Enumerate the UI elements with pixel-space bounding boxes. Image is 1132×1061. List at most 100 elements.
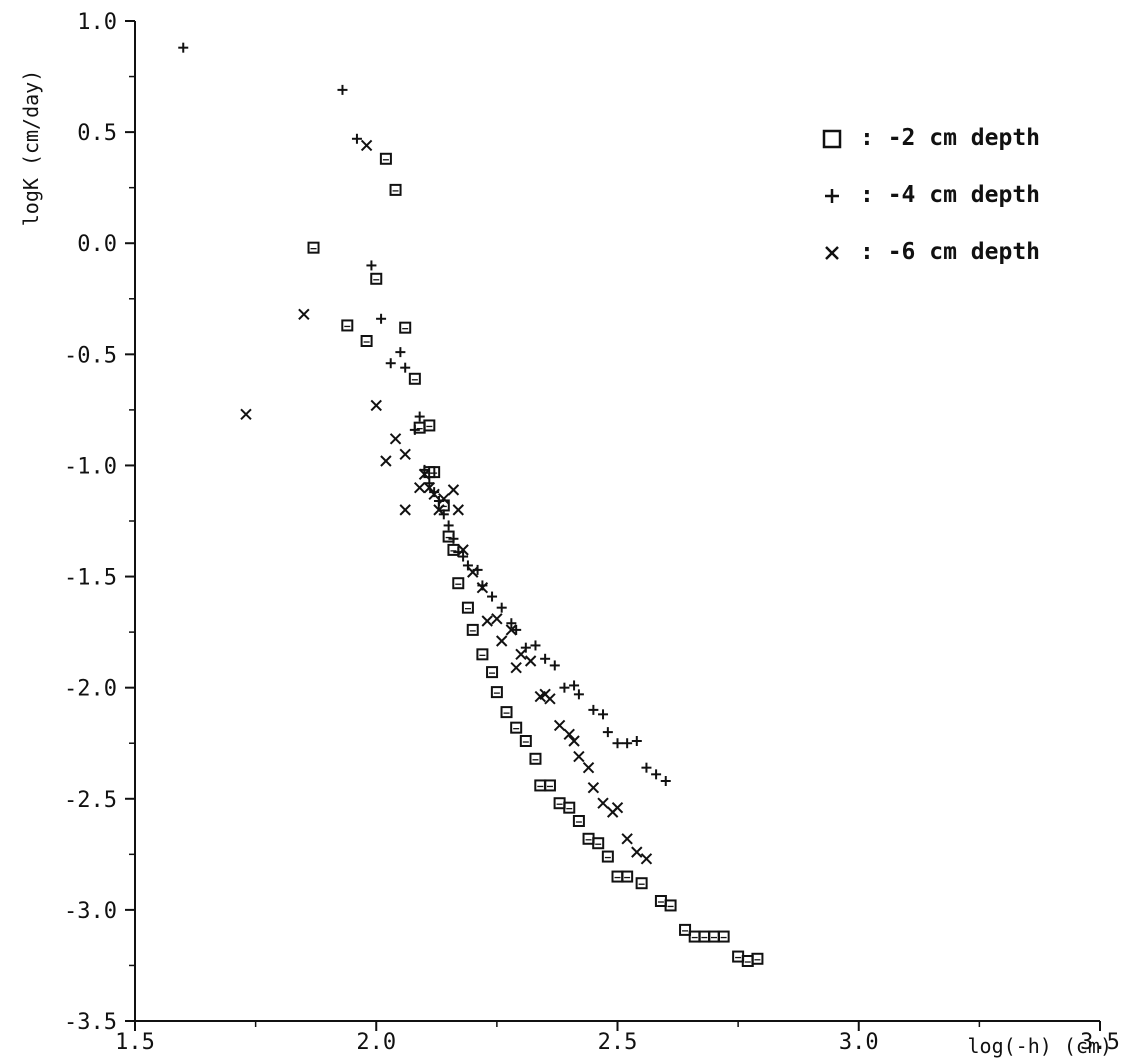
y-tick-label: -0.5 bbox=[64, 343, 117, 368]
data-point-plus bbox=[549, 660, 560, 671]
data-point-plus bbox=[588, 704, 599, 715]
data-point-plus bbox=[458, 551, 469, 562]
data-point-x bbox=[423, 481, 436, 494]
data-point-x bbox=[510, 661, 522, 674]
x-axis-title: log(-h) (cm) bbox=[968, 1034, 1113, 1058]
data-point-plus bbox=[559, 682, 570, 693]
data-point-x bbox=[631, 846, 643, 858]
legend-x-marker bbox=[825, 246, 839, 260]
data-point-x bbox=[380, 455, 392, 467]
legend-plus-marker bbox=[825, 189, 839, 203]
data-point-x bbox=[481, 615, 493, 627]
data-point-square bbox=[519, 735, 532, 747]
data-point-square bbox=[698, 930, 711, 943]
data-point-square bbox=[360, 335, 373, 347]
data-point-square bbox=[582, 832, 595, 845]
data-point-x bbox=[515, 648, 527, 661]
data-point-x bbox=[553, 719, 566, 732]
data-point-plus bbox=[540, 653, 551, 664]
data-point-plus bbox=[385, 358, 396, 369]
data-point-plus bbox=[602, 727, 613, 738]
data-point-x bbox=[457, 544, 469, 556]
x-tick-label: 3.5 bbox=[1080, 1030, 1120, 1055]
data-point-plus bbox=[448, 533, 459, 544]
data-point-x bbox=[389, 433, 402, 445]
y-tick-label: -2.0 bbox=[64, 677, 117, 702]
data-point-plus bbox=[598, 709, 609, 720]
data-point-square bbox=[732, 950, 745, 963]
data-point-plus bbox=[612, 738, 623, 749]
data-point-x bbox=[370, 399, 382, 412]
data-point-square bbox=[708, 930, 720, 943]
legend-label: : -4 cm depth bbox=[860, 182, 1040, 208]
data-point-x bbox=[452, 504, 464, 516]
legend-item: : -4 cm depth bbox=[825, 182, 1040, 208]
x-tick-labels: 1.5 2.0 2.5 3.0 3.5 bbox=[115, 1030, 1120, 1055]
data-point-square bbox=[688, 930, 701, 943]
data-point-x bbox=[587, 781, 600, 794]
y-tick-label: -3.0 bbox=[64, 899, 117, 924]
data-point-square bbox=[307, 241, 320, 254]
data-point-x bbox=[438, 493, 450, 505]
data-point-square bbox=[389, 183, 402, 196]
data-point-plus bbox=[573, 689, 584, 700]
data-point-x bbox=[597, 797, 609, 809]
y-tick-labels: 1.0 0.5 0.0 -0.5 -1.0 -1.5 -2.0 -2.5 -3.0 -3.5 bbox=[64, 10, 117, 1035]
legend-label: : -6 cm depth bbox=[860, 239, 1040, 265]
x-tick-label: 2.0 bbox=[356, 1030, 396, 1055]
series-square bbox=[307, 152, 764, 967]
data-point-square bbox=[461, 601, 474, 614]
data-point-x bbox=[240, 408, 252, 421]
data-point-plus bbox=[462, 560, 473, 571]
y-ticks bbox=[125, 20, 135, 1022]
data-point-x bbox=[582, 761, 595, 774]
data-point-plus bbox=[631, 736, 642, 746]
y-tick-label: -1.5 bbox=[64, 566, 117, 591]
data-point-x bbox=[399, 504, 411, 516]
data-point-square bbox=[370, 272, 383, 285]
data-point-plus bbox=[366, 260, 377, 271]
data-point-square bbox=[592, 837, 605, 850]
data-point-square bbox=[408, 372, 421, 385]
y-tick-label: 1.0 bbox=[77, 10, 117, 35]
data-point-plus bbox=[376, 313, 387, 324]
data-point-x bbox=[505, 624, 518, 636]
data-point-plus bbox=[530, 640, 541, 651]
data-point-square bbox=[611, 870, 624, 883]
data-point-square bbox=[664, 899, 677, 912]
series-x bbox=[240, 139, 653, 865]
data-point-plus bbox=[496, 602, 507, 613]
data-point-square bbox=[442, 530, 455, 543]
y-tick-label: 0.0 bbox=[77, 232, 117, 257]
x-tick-label: 2.5 bbox=[598, 1030, 638, 1055]
data-point-x bbox=[495, 635, 508, 647]
legend: : -2 cm depth : -4 cm depth : -6 cm depth bbox=[822, 125, 1040, 265]
y-tick-label: -2.5 bbox=[64, 788, 117, 813]
data-point-square bbox=[543, 779, 556, 792]
data-point-square bbox=[476, 648, 489, 661]
data-point-square bbox=[486, 666, 499, 679]
data-point-plus bbox=[569, 680, 580, 691]
legend-item: : -6 cm depth bbox=[825, 239, 1040, 265]
y-tick-label: 0.5 bbox=[77, 121, 117, 146]
data-point-square bbox=[466, 623, 479, 636]
data-point-square bbox=[529, 752, 542, 765]
data-point-square bbox=[452, 577, 465, 590]
data-point-plus bbox=[400, 362, 411, 373]
data-point-x bbox=[298, 308, 310, 321]
data-point-x bbox=[563, 728, 575, 741]
legend-item: : -2 cm depth bbox=[822, 125, 1040, 151]
data-point-plus bbox=[651, 769, 662, 780]
data-point-x bbox=[611, 801, 624, 814]
y-tick-label: -1.0 bbox=[64, 454, 117, 479]
x-tick-label: 3.0 bbox=[839, 1030, 879, 1055]
data-point-plus bbox=[443, 520, 454, 531]
data-point-x bbox=[621, 833, 633, 845]
legend-label: : -2 cm depth bbox=[860, 125, 1040, 151]
y-axis-title: logK (cm/day) bbox=[19, 70, 43, 227]
data-point-square bbox=[621, 870, 634, 883]
data-point-x bbox=[476, 581, 489, 594]
data-point-plus bbox=[395, 347, 406, 358]
data-point-square bbox=[399, 321, 412, 334]
